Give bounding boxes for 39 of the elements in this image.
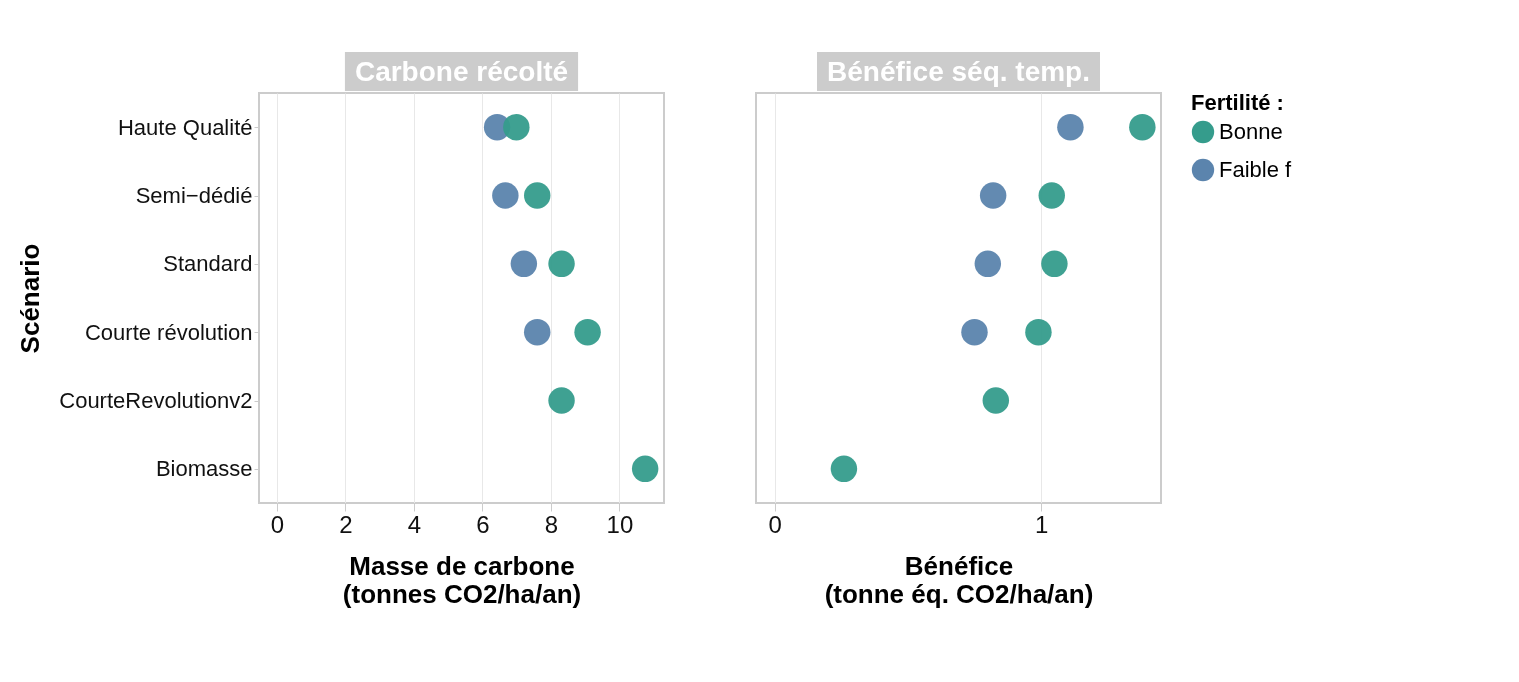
point: [1129, 113, 1156, 141]
legend-label: Faible f: [1219, 157, 1293, 182]
x-tick-label: 4: [407, 510, 422, 538]
point: [510, 250, 538, 278]
point: [1025, 318, 1052, 346]
x-tick-label: 0: [270, 510, 284, 538]
x-tick-label: 10: [606, 510, 634, 538]
y-tick-label: Standard: [163, 251, 253, 277]
legend-label: Bonne: [1219, 119, 1283, 144]
x-tick-label: 8: [544, 510, 559, 538]
x-tick-label: 0: [768, 510, 782, 538]
point: [1038, 182, 1065, 209]
x-axis-title: Bénéfice (tonne éq. CO2/ha/an): [824, 550, 1094, 609]
point: [979, 182, 1007, 209]
y-tick-label: CourteRevolutionv2: [59, 388, 253, 413]
y-tick-label: Haute Qualité: [117, 114, 253, 140]
point: [523, 182, 551, 209]
y-tick-label: Semi−dédié: [135, 183, 253, 208]
point: [631, 455, 659, 483]
point: [974, 250, 1002, 278]
y-tick-label: Courte révolution: [84, 319, 253, 345]
x-axis-title: Masse de carbone (tonnes CO2/ha/an): [342, 550, 582, 609]
point: [1057, 113, 1084, 141]
x-tick-label: 1: [1034, 510, 1049, 538]
point: [1041, 250, 1068, 278]
point: [574, 318, 601, 346]
y-tick-label: Biomasse: [155, 456, 253, 482]
point: [830, 455, 858, 483]
point: [503, 113, 530, 141]
legend-title: Fertilité :: [1191, 90, 1284, 115]
point: [523, 318, 551, 346]
point: [982, 387, 1010, 414]
point: [961, 318, 988, 346]
point: [492, 182, 519, 209]
x-tick-label: 2: [339, 510, 353, 538]
point: [548, 387, 575, 414]
point: [548, 250, 575, 278]
x-tick-label: 6: [476, 510, 490, 538]
y-axis-title: Scénario: [14, 243, 45, 354]
